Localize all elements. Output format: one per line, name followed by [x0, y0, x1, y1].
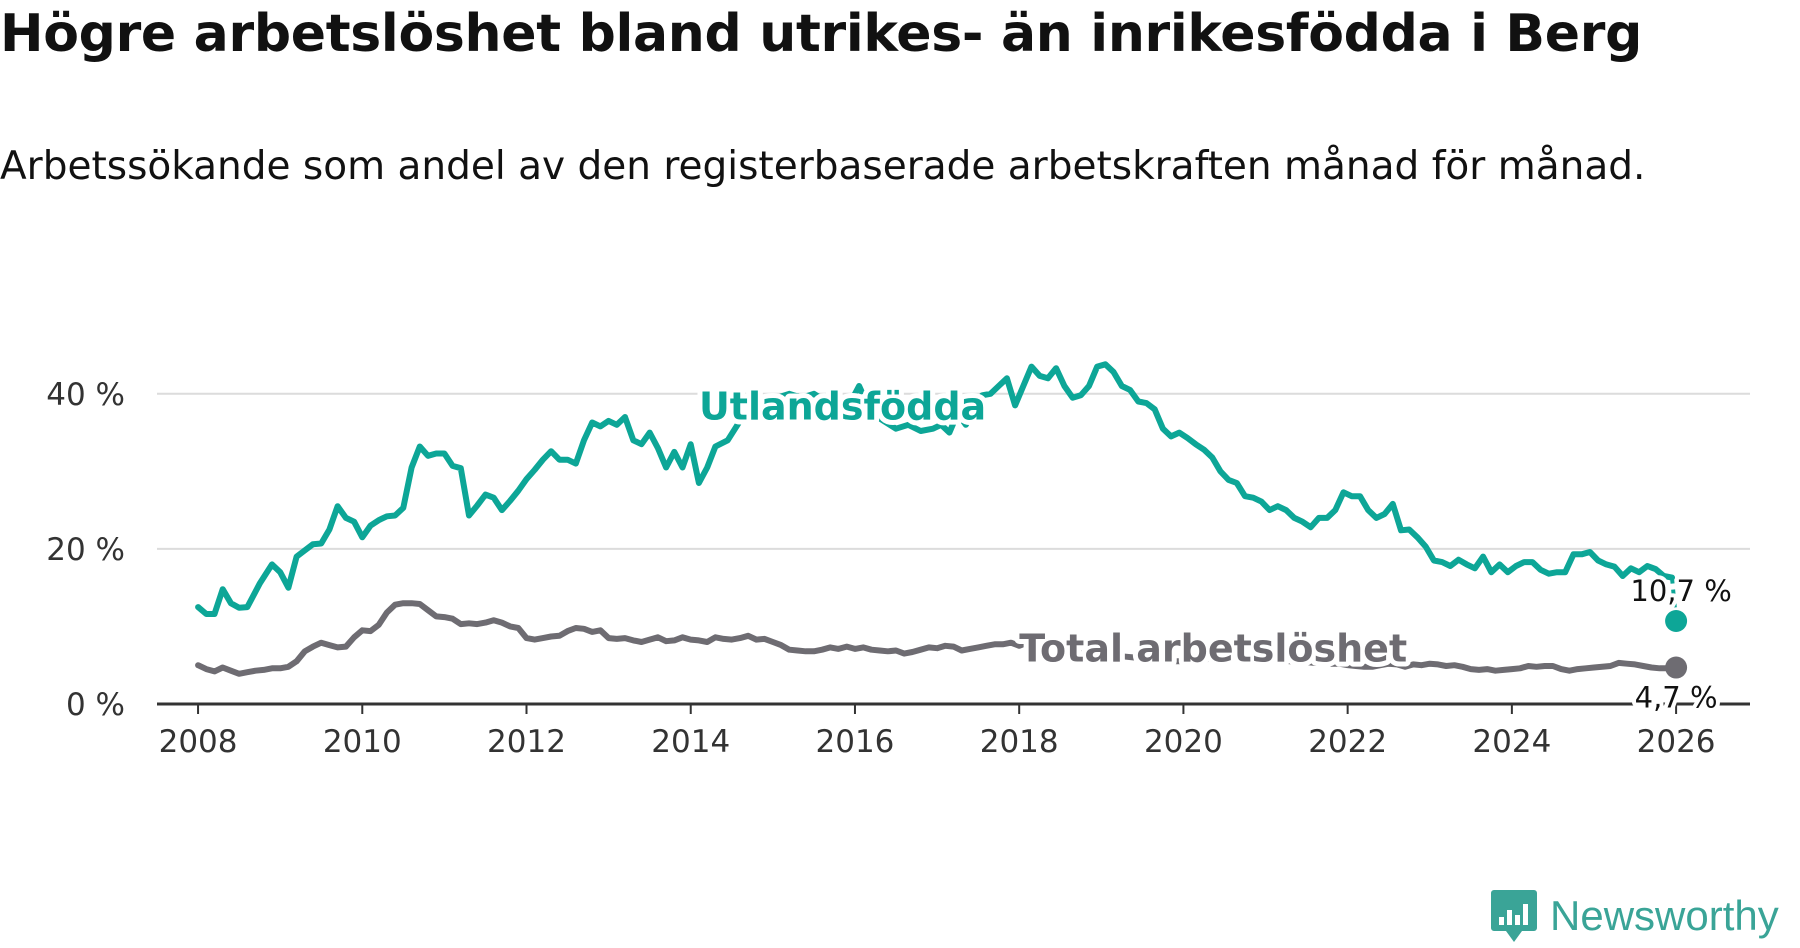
x-tick-label: 2008 — [159, 724, 238, 760]
y-axis-ticks: 0 % 20 % 40 % — [46, 377, 125, 723]
x-tick-label: 2018 — [980, 724, 1059, 760]
series-lines — [195, 361, 1688, 679]
x-tick-label: 2020 — [1144, 724, 1223, 760]
series-line-utlandsfodda — [195, 361, 1675, 617]
series-labels: 10,7 % 4,7 % Utlandsfödda Total arbetslöshe… — [694, 379, 1736, 718]
chart-title: Högre arbetslöshet bland utrikes- än inr… — [0, 4, 1642, 64]
gridlines — [157, 392, 1750, 550]
chart-subtitle: Arbetssökande som andel av den registerb… — [0, 144, 1646, 189]
x-tick-label: 2026 — [1637, 724, 1716, 760]
end-point-marker — [1665, 610, 1688, 633]
x-tick-label: 2010 — [323, 724, 402, 760]
x-tick-label: 2014 — [651, 724, 730, 760]
end-label-total: 4,7 % — [1635, 681, 1718, 715]
end-point-marker — [1665, 656, 1688, 679]
x-axis: 2008 2010 2012 2014 2016 2018 2020 2022 2024 2026 — [157, 702, 1750, 760]
y-tick-label: 40 % — [46, 377, 125, 413]
y-tick-label: 20 % — [46, 532, 125, 568]
series-label-total: Total arbetslöshet — [1019, 626, 1407, 670]
newsworthy-brand[interactable]: Newsworthy — [1490, 888, 1779, 944]
newsworthy-logo-icon — [1491, 890, 1537, 942]
series-line-total — [195, 600, 1680, 677]
end-label-utlandsfodda: 10,7 % — [1630, 574, 1731, 608]
x-tick-label: 2024 — [1472, 724, 1551, 760]
x-tick-label: 2012 — [487, 724, 566, 760]
y-tick-label: 0 % — [66, 687, 125, 723]
x-tick-label: 2016 — [816, 724, 895, 760]
brand-name: Newsworthy — [1550, 892, 1779, 939]
series-label-utlandsfodda: Utlandsfödda — [699, 384, 986, 428]
x-tick-label: 2022 — [1308, 724, 1387, 760]
